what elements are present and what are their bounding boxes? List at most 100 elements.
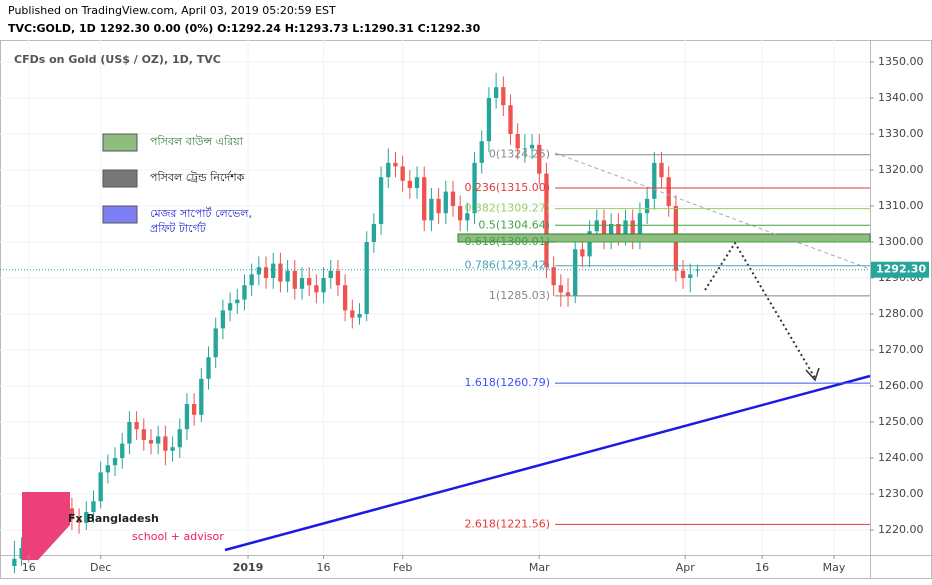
candle-body	[695, 269, 700, 271]
candle-body	[184, 404, 190, 430]
candle-body	[220, 310, 226, 329]
candle-body	[127, 422, 132, 444]
x-tick-label: 2019	[233, 561, 264, 574]
y-tick-label: 1230.00	[878, 487, 924, 500]
candle-body	[558, 285, 563, 293]
y-tick-label: 1260.00	[878, 379, 924, 392]
quote-line: TVC:GOLD, 1D 1292.30 0.00 (0%) O:1292.24…	[8, 22, 481, 35]
fib-label: 0.236(1315.00)	[464, 181, 550, 194]
candle-body	[458, 206, 463, 221]
candle-body	[644, 198, 650, 214]
last-price-tag	[871, 261, 929, 278]
candle-body	[515, 133, 520, 149]
fib-label: 0.786(1293.42)	[464, 259, 550, 272]
fib-label: 1(1285.03)	[489, 289, 550, 302]
candle-body	[616, 224, 621, 235]
candle-body	[407, 180, 412, 189]
fib-label: 0(1324.25)	[489, 148, 550, 161]
legend-swatch	[102, 169, 138, 188]
candle-body	[680, 270, 686, 279]
candle-body	[120, 443, 125, 459]
candle-body	[573, 249, 578, 297]
y-tick-label: 1350.00	[878, 55, 924, 68]
logo-tagline: school + advisor	[132, 530, 224, 543]
legend-swatch	[102, 133, 138, 152]
candle-body	[472, 162, 477, 214]
x-tick-label: 16	[22, 561, 36, 574]
candle-body	[364, 242, 369, 315]
candle-body	[12, 558, 17, 567]
candle-body	[148, 440, 154, 444]
candle-body	[688, 274, 693, 279]
candle-body	[450, 191, 456, 207]
candle-body	[242, 285, 247, 300]
x-tick-label: Feb	[393, 561, 412, 574]
candle-body	[321, 278, 326, 293]
candle-body	[278, 263, 283, 282]
candle-body	[371, 224, 377, 243]
y-tick-label: 1320.00	[878, 163, 924, 176]
candle-body	[587, 231, 592, 257]
candle-body	[493, 87, 499, 98]
logo: Fx Bangladesh school + advisor	[22, 492, 224, 560]
chart-title: CFDs on Gold (US$ / OZ), 1D, TVC	[14, 53, 221, 66]
legend-label: মেজর সাপোর্ট লেভেল,	[150, 207, 252, 220]
plot	[0, 40, 870, 574]
fib-label: 0.5(1304.64)	[478, 218, 550, 231]
candle-body	[637, 213, 643, 239]
candle-body	[565, 292, 571, 297]
y-tick-label: 1310.00	[878, 199, 924, 212]
y-tick-label: 1280.00	[878, 307, 924, 320]
candle-body	[170, 447, 175, 451]
candle-body	[213, 328, 218, 358]
candle-body	[400, 166, 405, 181]
x-tick-label: May	[823, 561, 846, 574]
candle-body	[307, 278, 312, 286]
candle-body	[350, 310, 355, 318]
candle-body	[378, 177, 384, 225]
candle-body	[76, 519, 82, 523]
candle-body	[429, 198, 434, 221]
candle-body	[609, 224, 614, 239]
candle-body	[206, 357, 211, 379]
logo-name: Fx Bangladesh	[68, 512, 159, 525]
published-line: Published on TradingView.com, April 03, …	[8, 4, 336, 17]
support-line	[224, 374, 871, 552]
candle-body	[414, 177, 420, 189]
logo-mark	[22, 492, 70, 560]
candle-body	[191, 404, 197, 415]
candle-body	[299, 278, 305, 289]
candle-body	[594, 220, 599, 232]
candle-body	[263, 267, 269, 279]
candle-body	[666, 177, 671, 207]
candle-body	[285, 270, 290, 282]
x-tick-label: 16	[755, 561, 769, 574]
candle-body	[19, 548, 24, 559]
y-tick-label: 1270.00	[878, 343, 924, 356]
fib-label: 0.618(1300.01)	[464, 235, 550, 248]
candle-body	[141, 429, 146, 441]
candle-body	[386, 162, 391, 178]
candle-body	[335, 270, 341, 286]
candle-body	[84, 512, 89, 523]
legend-label: পসিবল বাউন্স এরিয়া	[150, 135, 244, 148]
candle-body	[501, 87, 506, 106]
y-tick-label: 1330.00	[878, 127, 924, 140]
y-tick-label: 1300.00	[878, 235, 924, 248]
legend-label: পসিবল ট্রেন্ড নির্দেশক	[150, 171, 245, 184]
x-tick-label: Apr	[676, 561, 696, 574]
candle-body	[292, 270, 297, 289]
candle-body	[328, 270, 333, 279]
fib-label: 2.618(1221.56)	[464, 517, 550, 530]
candle-body	[436, 198, 441, 214]
legend: পসিবল বাউন্স এরিয়া পসিবল ট্রেন্ড নির্দেশ…	[102, 133, 252, 235]
candle-body	[271, 263, 276, 279]
y-tick-label: 1250.00	[878, 415, 924, 428]
candle-body	[249, 274, 254, 286]
y-tick-label: 1340.00	[878, 91, 924, 104]
fib-label: 0.382(1309.27)	[464, 202, 550, 215]
candle-body	[422, 177, 427, 221]
candle-body	[105, 465, 111, 473]
candle-body	[235, 299, 240, 304]
